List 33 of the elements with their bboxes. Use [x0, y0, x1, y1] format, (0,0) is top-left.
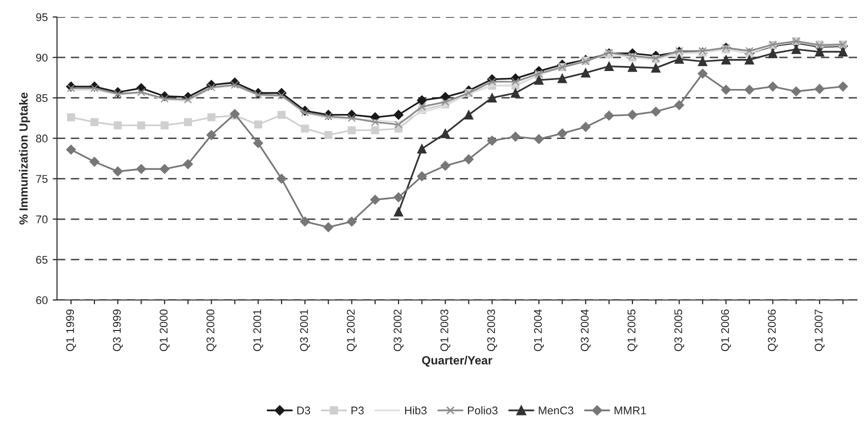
y-tick-label: 75	[36, 175, 48, 183]
y-tick-label: 95	[36, 13, 48, 22]
x-tick-label: Q1 1999	[66, 310, 76, 352]
x-tick-label: Q1 2005	[628, 309, 638, 352]
x-tick-label: Q1 2003	[440, 310, 450, 352]
legend-label: MMR1	[614, 406, 646, 414]
y-tick-label: 80	[36, 134, 48, 142]
y-tick-label: 90	[36, 54, 48, 62]
x-tick-label: Q3 1999	[112, 310, 123, 352]
y-tick-label: 60	[36, 296, 48, 304]
x-tick-label: Q1 2007	[814, 310, 825, 352]
y-tick-label: 85	[36, 94, 48, 102]
x-tick-label: Q1 2000	[160, 309, 170, 352]
x-tick-label: Q3 2002	[394, 310, 404, 352]
x-tick-label: Q3 2004	[580, 309, 591, 352]
x-tick-label: Q1 2001	[253, 310, 264, 352]
legend-label: Polio3	[468, 406, 498, 414]
x-axis-title: Quarter/Year	[422, 356, 492, 367]
x-tick-label: Q3 2005	[674, 309, 684, 352]
legend-label: MenC3	[538, 406, 574, 414]
legend-label: D3	[297, 406, 310, 414]
legend-label: P3	[352, 406, 364, 414]
x-tick-label: Q3 2001	[300, 310, 310, 352]
x-tick-label: Q3 2000	[206, 309, 216, 352]
x-tick-label: Q3 2003	[487, 310, 498, 352]
y-tick-label: 70	[36, 215, 48, 224]
x-tick-label: Q1 2004	[534, 309, 544, 352]
y-axis-title: % Immunization Uptake	[19, 92, 30, 224]
y-tick-label: 65	[36, 256, 48, 264]
x-tick-label: Q1 2006	[721, 310, 731, 352]
x-tick-label: Q1 2002	[346, 310, 357, 352]
x-tick-label: Q3 2006	[768, 310, 778, 352]
legend-label: Hib3	[405, 406, 427, 414]
